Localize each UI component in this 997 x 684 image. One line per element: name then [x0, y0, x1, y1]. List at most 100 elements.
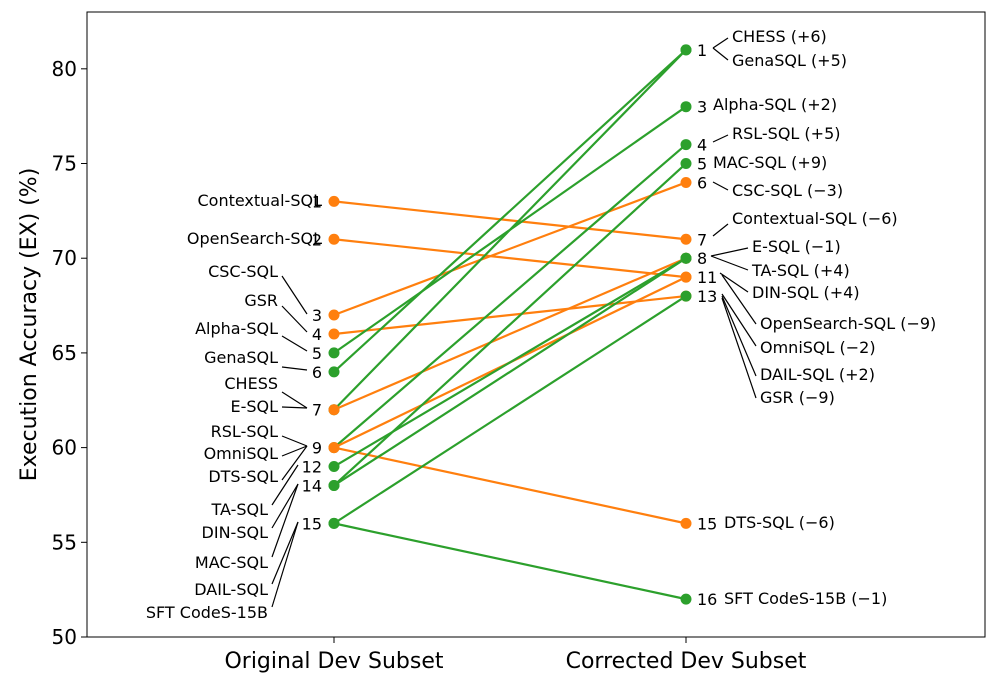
method-label: SFT CodeS-15B [146, 603, 268, 622]
method-label: TA-SQL (+4) [751, 261, 850, 280]
data-point [680, 139, 692, 151]
series-line [333, 446, 687, 525]
x-tick-label: Corrected Dev Subset [566, 649, 807, 674]
data-point [328, 366, 340, 378]
leader-line [721, 295, 757, 377]
method-label: Alpha-SQL (+2) [713, 95, 837, 114]
method-label: CSC-SQL (−3) [732, 181, 843, 200]
data-point [328, 328, 340, 340]
data-point [328, 479, 340, 491]
leader-line [712, 37, 729, 49]
method-label: DIN-SQL (+4) [752, 283, 860, 302]
leader-line [712, 223, 729, 237]
data-point [328, 233, 340, 245]
method-label: OpenSearch-SQL (−9) [760, 314, 936, 333]
data-point [680, 44, 692, 56]
data-point [328, 309, 340, 321]
leader-line [721, 297, 757, 399]
method-label: TA-SQL [210, 500, 268, 519]
method-label: DIN-SQL [202, 523, 269, 542]
data-point [328, 195, 340, 207]
rank-label: 3 [312, 306, 322, 325]
method-label: Alpha-SQL [195, 319, 278, 338]
data-point [680, 101, 692, 113]
rank-label: 4 [312, 325, 322, 344]
rank-label: 5 [697, 155, 707, 174]
data-point [680, 517, 692, 529]
rank-label: 7 [697, 230, 707, 249]
rank-label: 2 [312, 230, 322, 249]
series-line [333, 522, 687, 601]
x-tick-label: Original Dev Subset [224, 649, 443, 674]
method-label: DAIL-SQL [194, 580, 268, 599]
series-line [333, 49, 687, 373]
series-line [333, 143, 687, 449]
leader-line [271, 483, 299, 558]
method-label: SFT CodeS-15B (−1) [724, 589, 887, 608]
y-tick-label: 55 [52, 530, 77, 554]
series-line [333, 162, 687, 487]
leader-line [281, 435, 308, 447]
leader-line [721, 274, 757, 325]
leader-line [281, 445, 308, 481]
method-label: GSR (−9) [760, 388, 835, 407]
data-point [328, 461, 340, 473]
data-point [680, 271, 692, 283]
leader-line [712, 134, 729, 143]
y-tick-label: 65 [52, 341, 77, 365]
data-point [680, 176, 692, 188]
series-line [333, 238, 687, 279]
method-label: CSC-SQL [208, 262, 278, 281]
leader-line [271, 521, 299, 585]
method-label: GSR [244, 291, 278, 310]
method-label: Contextual-SQL (−6) [732, 209, 898, 228]
rank-label: 6 [697, 173, 707, 192]
y-tick-label: 50 [52, 625, 77, 649]
series-line [333, 49, 687, 411]
y-tick-label: 70 [52, 246, 77, 270]
rank-label: 8 [697, 249, 707, 268]
rank-label: 12 [302, 458, 322, 477]
y-tick-label: 80 [52, 57, 77, 81]
leader-line [721, 293, 757, 347]
rank-label: 7 [312, 401, 322, 420]
plot-frame [86, 11, 986, 638]
method-label: CHESS (+6) [732, 27, 827, 46]
leader-line [281, 305, 308, 333]
series-line [333, 294, 687, 336]
rank-label: 1 [312, 192, 322, 211]
method-label: OmniSQL [204, 444, 279, 463]
rank-label: 5 [312, 344, 322, 363]
leader-line [281, 335, 308, 352]
rank-label: 15 [302, 514, 322, 533]
rank-label: 16 [697, 590, 717, 609]
leader-line [710, 255, 749, 271]
leader-line [719, 272, 749, 293]
data-point [680, 233, 692, 245]
method-label: DTS-SQL (−6) [724, 513, 835, 532]
rank-label: 3 [697, 98, 707, 117]
method-label: RSL-SQL [211, 422, 278, 441]
rank-label: 6 [312, 363, 322, 382]
leader-line [712, 47, 729, 61]
data-point [680, 290, 692, 302]
method-label: E-SQL (−1) [752, 237, 841, 256]
method-label: MAC-SQL [195, 553, 268, 572]
leader-line [281, 366, 308, 371]
series-line [333, 295, 687, 525]
method-label: OpenSearch-SQL [187, 229, 322, 248]
y-tick-label: 75 [52, 152, 77, 176]
method-label: GenaSQL (+5) [732, 51, 847, 70]
leader-line [281, 406, 308, 409]
leader-line [271, 464, 299, 506]
leader-line [271, 521, 299, 608]
leader-line [281, 275, 308, 315]
rank-label: 9 [312, 439, 322, 458]
rank-label: 14 [302, 476, 322, 495]
method-label: RSL-SQL (+5) [732, 124, 841, 143]
series-line [333, 257, 687, 487]
leader-line [271, 483, 299, 529]
series-line [333, 200, 687, 241]
series-line [333, 257, 687, 411]
rank-label: 13 [697, 287, 717, 306]
